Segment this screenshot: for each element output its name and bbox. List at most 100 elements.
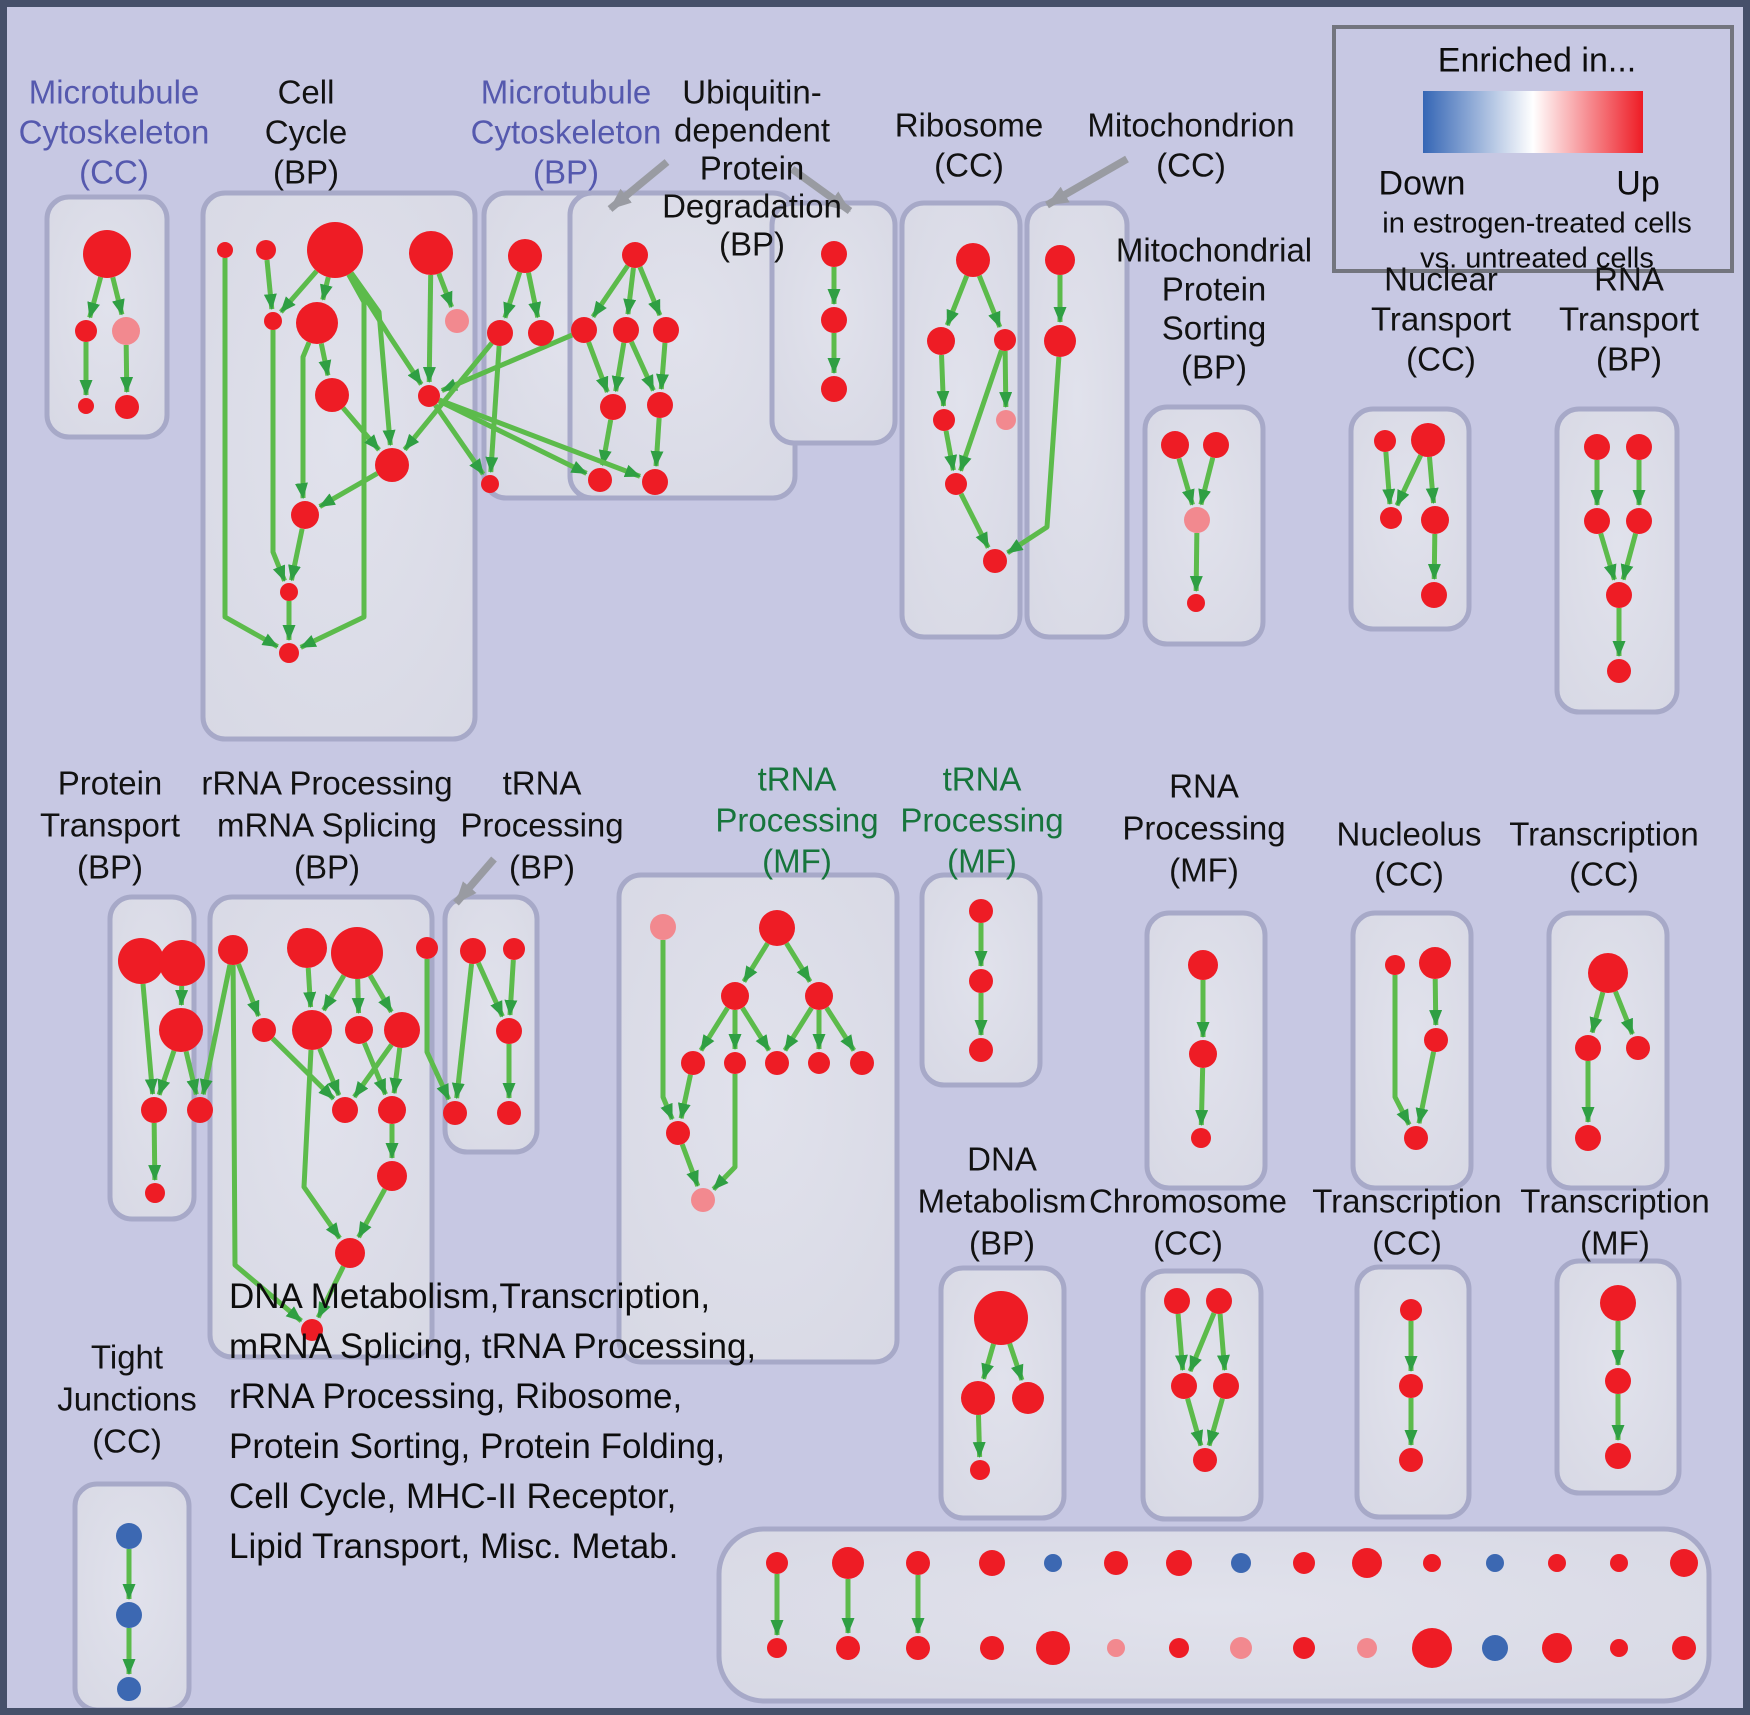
node-rp3 [1191,1128,1211,1148]
node-sa11 [1423,1554,1441,1572]
edge-rrna [367,974,394,1014]
node-sb4 [980,1636,1004,1660]
edge-trna_mf_big [740,1006,772,1052]
node-r11 [377,1161,407,1191]
node-sa10 [1352,1548,1382,1578]
node-nt5 [1421,582,1447,608]
node-m2 [759,910,795,946]
cluster-label-mps-line0: Mitochondrial [1115,231,1313,269]
node-u0 [622,242,648,268]
node-s3 [969,1038,993,1062]
edge-nucleolus [1415,1051,1437,1125]
node-z3 [1605,1443,1631,1469]
node-r1 [218,935,248,965]
node-sb9 [1293,1637,1315,1659]
node-t2 [503,938,525,960]
cluster-label-mt_bp-line2: (BP) [533,153,599,191]
node-rt5 [1606,582,1632,608]
cluster-label-nuc_t-line1: Transport [1371,300,1511,338]
edge-cell_cycle [347,272,424,386]
node-z1 [1600,1285,1636,1321]
cluster-label-tight_j-line2: (CC) [92,1422,162,1460]
edge-prot_t [156,1050,177,1096]
node-sa3 [906,1551,930,1575]
cluster-label-mt_bp-line0: Microtubule [480,73,652,111]
edge-rrna [315,1265,346,1319]
node-c9 [418,385,440,407]
edge-rrna [270,1036,336,1101]
node-rt4 [1626,508,1652,534]
cluster-box-dna_met [938,1265,1067,1521]
cluster-label-prot_t-line2: (BP) [77,848,143,886]
misc-text-line: mRNA Splicing, tRNA Processing, [229,1327,757,1366]
nodes-layer [75,222,1698,1701]
edge-ubiq1 [650,417,664,468]
node-c1 [217,242,233,258]
misc-text-line: Lipid Transport, Misc. Metab. [229,1527,679,1566]
node-m3 [721,982,749,1010]
cluster-label-transcription_cc_bot-line1: (CC) [1372,1224,1442,1262]
node-m1 [650,914,676,940]
node-h5 [1193,1448,1217,1472]
misc-text-line: DNA Metabolism,Transcription, [229,1277,711,1316]
node-c2 [256,240,276,260]
edge-chromosome [1206,1397,1225,1447]
node-p2 [159,940,205,986]
edge-ubiq1 [629,340,656,392]
edge-mt_bp [526,272,542,319]
node-rb5 [996,410,1016,430]
node-xc2 [1575,1035,1601,1061]
edge-cell_cycle [349,271,396,447]
node-r12 [335,1238,365,1268]
node-u2 [613,317,639,343]
edge-ubiq1 [586,341,610,393]
cluster-label-tight_j-line0: Tight [90,1338,164,1376]
edge-cell_cycle [288,528,305,582]
cross-edge [199,964,233,1096]
node-d2 [961,1381,995,1415]
edge-ubiq1 [623,267,637,316]
node-mp2 [1203,432,1229,458]
cluster-box-chromosome [1140,1268,1264,1522]
cluster-label-mps-line1: Protein [1161,270,1267,308]
node-c13 [279,643,299,663]
cluster-label-prot_t-line0: Protein [57,764,163,802]
misc-text-line: Protein Sorting, Protein Folding, [229,1427,726,1466]
node-rb4 [933,409,955,431]
edge-trna_bp [451,963,475,1100]
edge-rrna [236,963,261,1017]
node-rt3 [1584,508,1610,534]
edge-rna_p_mf [1195,1067,1209,1127]
cluster-box-transcription_cc_top [1546,910,1670,1191]
cluster-label-prot_t-line1: Transport [40,806,180,844]
cluster-label-rna_t-line2: (BP) [1596,340,1662,378]
node-sb15 [1672,1636,1696,1660]
node-tj3 [117,1677,141,1701]
cluster-label-mps-line2: Sorting [1161,309,1267,347]
cluster-label-nucleolus-line0: Nucleolus [1336,815,1482,853]
cluster-label-ubiq1-line4: (BP) [719,225,785,263]
edge-trna_mf_big [679,1143,701,1187]
edge-dna_met [1007,1342,1025,1381]
cluster-label-rrna-line2: (BP) [294,848,360,886]
edge-rrna [321,974,347,1012]
node-r6 [292,1010,332,1050]
edge-trna_bp [476,961,505,1018]
edge-cell_cycle [318,343,332,377]
node-sa8 [1231,1553,1251,1573]
edge-ubiq1 [637,266,663,317]
node-sa9 [1293,1552,1315,1574]
edge-transcription_cc_top [1613,990,1635,1036]
edge-rrna [301,1049,342,1240]
edge-mps [1176,457,1195,506]
node-m4 [805,982,833,1010]
edge-dna_met [981,1343,996,1380]
edge-cell_cycle [263,259,277,311]
node-p4 [141,1097,167,1123]
cluster-label-mito-line0: Mitochondrion [1087,106,1295,144]
node-c3 [307,222,363,278]
node-r8 [384,1012,420,1048]
node-u5 [647,392,673,418]
edge-trna_mf_big [677,1074,693,1120]
